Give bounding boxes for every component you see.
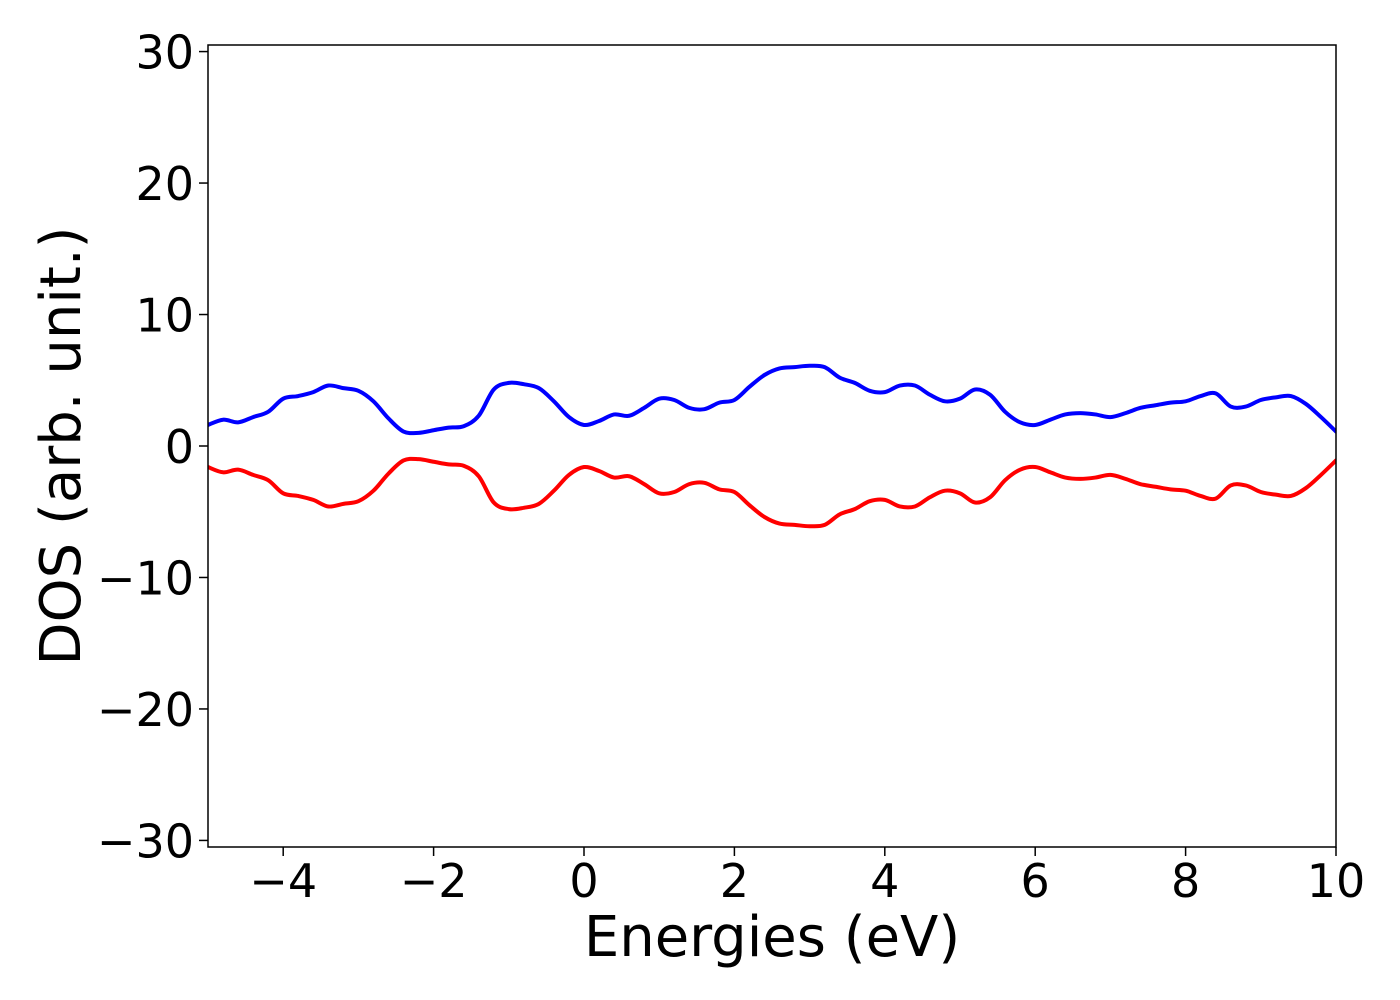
dos-series-line-negative (208, 456, 1336, 529)
y-tick-label: 20 (135, 157, 194, 211)
y-tick-label: −30 (97, 814, 194, 868)
y-tick-label: 10 (135, 289, 194, 343)
x-tick-label: 10 (1307, 854, 1366, 908)
dos-series-line-positive (208, 363, 1336, 436)
x-tick-label: −4 (249, 854, 317, 908)
y-tick-label: 30 (135, 26, 194, 80)
x-tick-label: 4 (870, 854, 899, 908)
x-axis-label: Energies (eV) (584, 905, 960, 970)
y-tick-label: 0 (165, 420, 194, 474)
x-tick-label: 2 (720, 854, 749, 908)
x-tick-label: 0 (569, 854, 598, 908)
x-tick-label: −2 (400, 854, 468, 908)
x-tick-label: 8 (1171, 854, 1200, 908)
x-tick-label: 6 (1021, 854, 1050, 908)
y-tick-label: −20 (97, 683, 194, 737)
y-tick-label: −10 (97, 551, 194, 605)
y-axis-label: DOS (arb. unit.) (29, 226, 94, 665)
